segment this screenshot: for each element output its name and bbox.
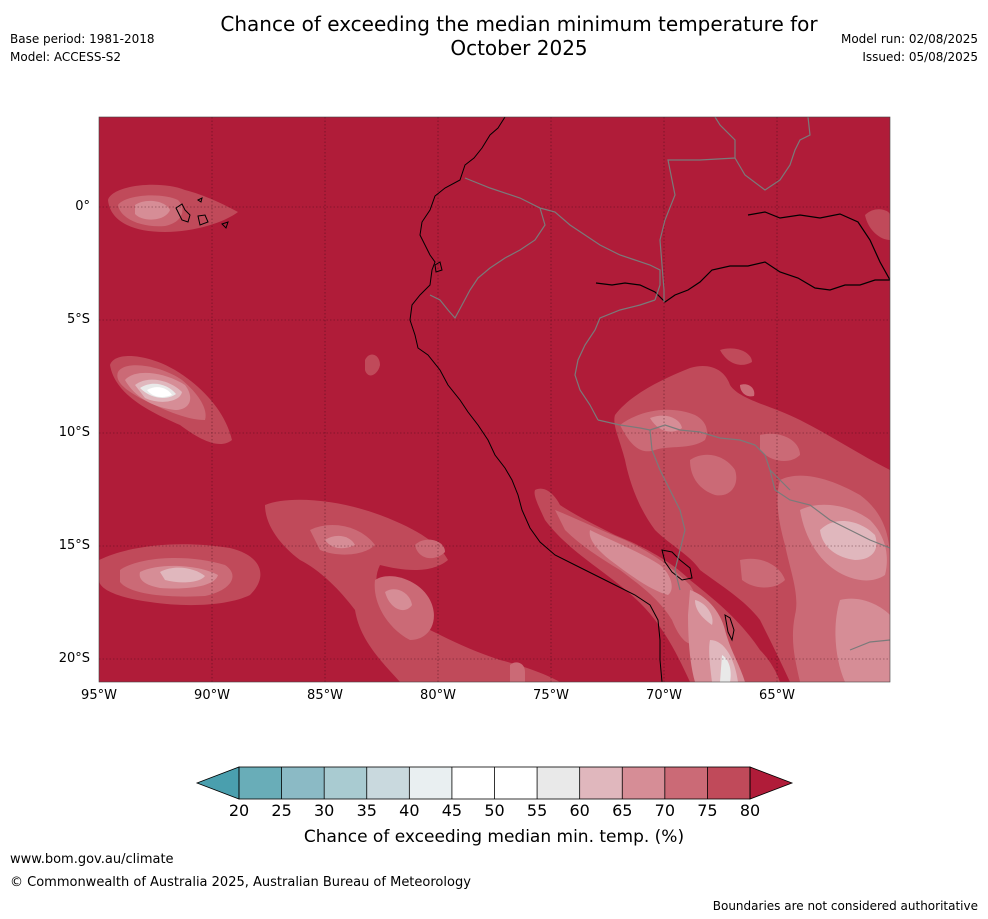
contour-offshore-15s — [99, 499, 560, 682]
coastline-north — [595, 211, 890, 303]
colorbar-under-arrow — [195, 766, 240, 800]
base-period: Base period: 1981-2018 — [10, 32, 155, 46]
colorbar-segment — [494, 767, 538, 799]
footer-url[interactable]: www.bom.gov.au/climate — [10, 852, 174, 867]
contour-peru-coast — [534, 488, 780, 682]
lon-label-70w: 70°W — [646, 688, 682, 703]
lon-label-80w: 80°W — [420, 688, 456, 703]
footer-disclaimer: Boundaries are not considered authoritat… — [712, 899, 978, 913]
colorbar-tick-label: 70 — [654, 801, 675, 820]
colorbar-over-arrow — [749, 766, 794, 800]
colorbar-segment — [239, 767, 282, 799]
colorbar-segment — [281, 767, 325, 799]
model-run: Model run: 02/08/2025 — [840, 32, 978, 46]
lat-label-15s: 15°S — [58, 538, 90, 553]
lat-label-10s: 10°S — [58, 425, 90, 440]
colorbar-tick-label: 75 — [697, 801, 718, 820]
issued-date: Issued: 05/08/2025 — [862, 50, 978, 64]
colorbar-tick-label: 25 — [271, 801, 292, 820]
colorbar-segment — [366, 767, 410, 799]
colorbar-segment — [451, 767, 495, 799]
title-line-2: October 2025 — [450, 36, 588, 60]
lat-label-5s: 5°S — [66, 312, 90, 327]
title-line-1: Chance of exceeding the median minimum t… — [220, 12, 818, 36]
colorbar-tick-label: 50 — [484, 801, 505, 820]
map-frame — [98, 116, 891, 683]
lon-label-75w: 75°W — [533, 688, 569, 703]
lon-label-90w: 90°W — [194, 688, 230, 703]
colorbar-tick-label: 60 — [569, 801, 590, 820]
colorbar-segment — [324, 767, 367, 799]
colorbar-tick-label: 65 — [612, 801, 633, 820]
contour-amazon-interior — [614, 209, 890, 682]
colorbar-tick-label: 35 — [356, 801, 377, 820]
colorbar-segment — [537, 767, 580, 799]
colorbar-tick-label: 30 — [313, 801, 335, 820]
colorbar-label: Chance of exceeding median min. temp. (%… — [303, 827, 685, 847]
colorbar-segment — [707, 767, 750, 799]
islands — [175, 197, 735, 642]
colorbar-segment — [622, 767, 665, 799]
header-right: Model run: 02/08/2025 Issued: 05/08/2025 — [841, 30, 978, 66]
header-left: Base period: 1981-2018 Model: ACCESS-S2 — [10, 30, 155, 66]
lon-label-95w: 95°W — [81, 688, 117, 703]
lat-label-0: 0° — [75, 199, 90, 214]
contour-galapagos — [108, 184, 238, 232]
colorbar-segment — [664, 767, 708, 799]
lat-label-20s: 20°S — [58, 651, 90, 666]
graticule — [99, 117, 890, 682]
colorbar-frame — [238, 766, 751, 800]
colorbar-segment — [409, 767, 452, 799]
contour-offshore-8s — [110, 355, 232, 445]
contour-spot-6s — [365, 354, 380, 376]
lon-label-85w: 85°W — [307, 688, 343, 703]
colorbar-tick-label: 40 — [399, 801, 420, 820]
colorbar-tick-label: 80 — [739, 801, 761, 820]
footer-copyright: © Commonwealth of Australia 2025, Austra… — [10, 875, 471, 890]
country-boundaries — [429, 117, 890, 651]
page-title: Chance of exceeding the median minimum t… — [150, 12, 888, 60]
colorbar-tick-label: 55 — [526, 801, 548, 820]
colorbar-segment — [579, 767, 623, 799]
colorbar-tick-label: 20 — [228, 801, 250, 820]
model-name: Model: ACCESS-S2 — [10, 50, 122, 64]
coastline-west — [409, 117, 663, 682]
lon-label-65w: 65°W — [759, 688, 795, 703]
colorbar-tick-label: 45 — [441, 801, 463, 820]
